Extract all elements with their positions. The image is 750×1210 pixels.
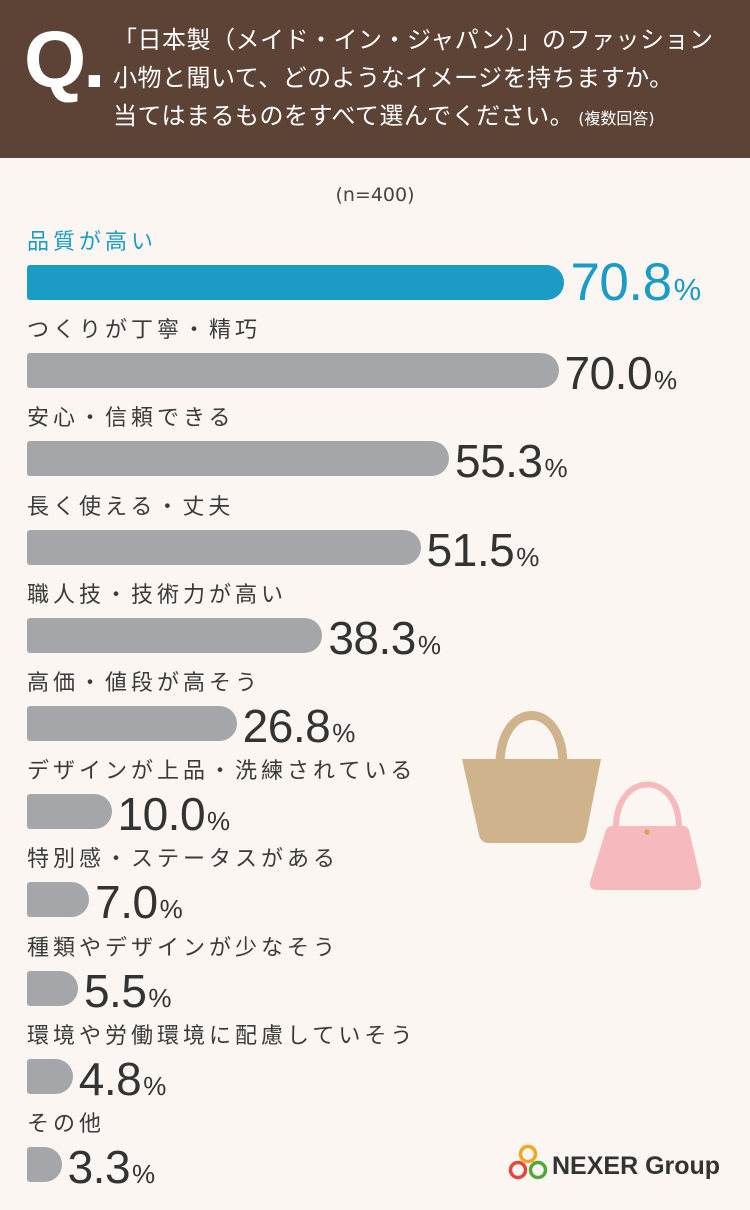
- question-line-1: 「日本製（メイド・イン・ジャパン）」のファッション: [113, 26, 714, 54]
- handbag-icon: [589, 781, 702, 890]
- category-label: デザインが上品・洗練されている: [27, 759, 417, 785]
- category-label: 種類やデザインが少なそう: [27, 935, 340, 961]
- tote-bag-icon: [462, 711, 601, 843]
- nexer-logo-icon: [508, 1144, 548, 1180]
- question-line-3-text: 当てはまるものをすべて選んでください。: [113, 102, 575, 130]
- value-number: 3.3: [67, 1141, 131, 1193]
- category-label: つくりが丁寧・精巧: [27, 318, 262, 344]
- bar: [27, 1147, 62, 1182]
- question-mark-label: Q.: [24, 15, 105, 104]
- bar: [27, 529, 421, 565]
- logo-text: NEXER Group: [552, 1152, 721, 1180]
- value-label: 3.3%: [68, 1144, 156, 1190]
- category-label: 品質が高い: [27, 230, 158, 255]
- bar: [27, 441, 449, 477]
- bar: [27, 706, 237, 741]
- category-label: 環境や労働環境に配慮していそう: [27, 1023, 417, 1049]
- category-label: 職人技・技術力が高い: [27, 582, 288, 608]
- bar: [27, 882, 90, 918]
- value-label: 5.5%: [84, 968, 172, 1014]
- tote-bag-body: [462, 759, 601, 843]
- value-number: 5.5: [83, 964, 147, 1017]
- handbag-clasp: [644, 829, 650, 835]
- value-label: 70.0%: [565, 350, 678, 396]
- value-number: 51.5: [426, 523, 515, 576]
- value-label: 7.0%: [95, 879, 183, 925]
- logo-ring-left: [508, 1160, 528, 1180]
- value-label: 26.8%: [243, 703, 356, 749]
- value-number: 10.0: [117, 788, 206, 841]
- percent-sign: %: [159, 894, 183, 925]
- logo-ring-right: [528, 1160, 548, 1180]
- value-number: 26.8: [242, 700, 331, 752]
- bar: [27, 617, 323, 653]
- question-line-3: 当てはまるものをすべて選んでください。 (複数回答): [113, 97, 743, 135]
- value-label: 55.3%: [455, 438, 568, 484]
- percent-sign: %: [148, 982, 172, 1013]
- question-text: 「日本製（メイド・イン・ジャパン）」のファッション 小物と聞いて、どのようなイメ…: [113, 21, 743, 135]
- value-number: 70.0: [564, 347, 653, 400]
- handbag-handle: [613, 781, 682, 829]
- category-label: 高価・値段が高そう: [27, 671, 262, 696]
- multiple-answer-note: (複数回答): [578, 109, 655, 128]
- bar: [27, 970, 78, 1006]
- value-label: 38.3%: [328, 615, 441, 661]
- percent-sign: %: [417, 629, 441, 660]
- tote-bag-handle: [495, 711, 568, 766]
- bar: [27, 265, 565, 300]
- question-line-2: 小物と聞いて、どのようなイメージを持ちますか。: [113, 64, 674, 92]
- percent-sign: %: [132, 1159, 156, 1189]
- value-number: 38.3: [328, 611, 416, 664]
- bar: [27, 1058, 73, 1094]
- category-label: その他: [27, 1112, 106, 1137]
- percent-sign: %: [207, 806, 231, 837]
- logo-ring-top: [518, 1144, 538, 1164]
- value-number: 55.3: [454, 435, 543, 488]
- handbag-body: [589, 826, 702, 890]
- question-header: Q. 「日本製（メイド・イン・ジャパン）」のファッション 小物と聞いて、どのよう…: [0, 0, 750, 158]
- value-number: 7.0: [95, 876, 158, 929]
- category-label: 特別感・ステータスがある: [27, 847, 340, 873]
- percent-sign: %: [673, 272, 702, 307]
- value-label: 70.8%: [570, 256, 701, 309]
- percent-sign: %: [332, 718, 356, 748]
- bar: [27, 353, 559, 389]
- category-label: 安心・信頼できる: [27, 406, 235, 432]
- value-label: 10.0%: [118, 791, 231, 837]
- value-number: 70.8: [570, 253, 672, 312]
- category-label: 長く使える・丈夫: [27, 494, 235, 520]
- percent-sign: %: [143, 1070, 167, 1101]
- value-number: 4.8: [78, 1052, 142, 1105]
- bar: [27, 794, 112, 830]
- percent-sign: %: [654, 365, 678, 396]
- sample-size: (n=400): [335, 184, 415, 206]
- percent-sign: %: [544, 453, 568, 484]
- value-label: 51.5%: [427, 527, 540, 573]
- percent-sign: %: [516, 541, 540, 572]
- value-label: 4.8%: [79, 1056, 167, 1102]
